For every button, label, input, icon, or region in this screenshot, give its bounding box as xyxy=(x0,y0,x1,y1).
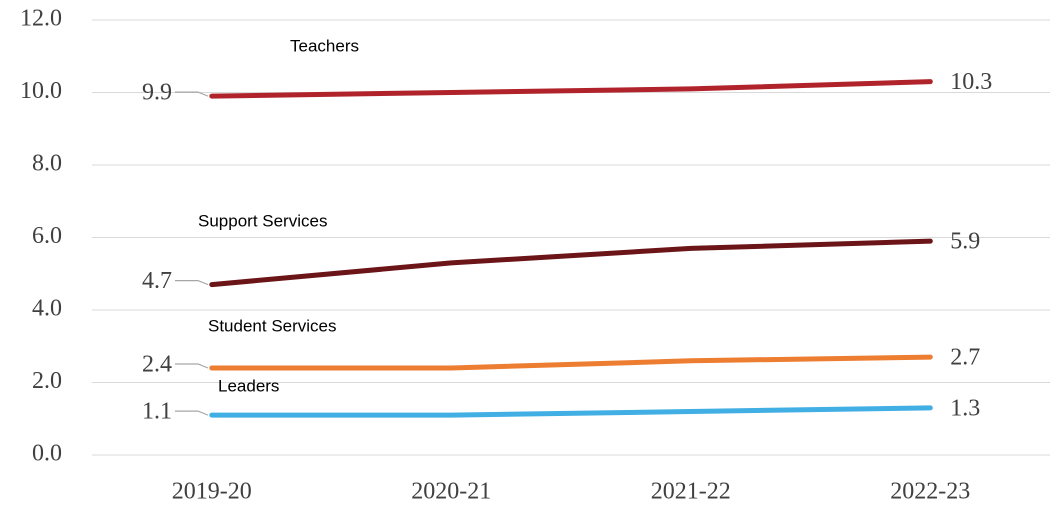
series-line xyxy=(209,405,933,418)
y-tick-label: 4.0 xyxy=(32,296,62,322)
data-label: 1.1 xyxy=(142,399,172,425)
data-label: 2.4 xyxy=(142,352,172,378)
data-label: 4.7 xyxy=(142,268,172,294)
data-label: 1.3 xyxy=(950,395,980,421)
leader-line xyxy=(175,363,209,369)
y-tick-label: 6.0 xyxy=(32,223,62,249)
data-label: 9.9 xyxy=(142,80,172,106)
x-tick-label: 2021-22 xyxy=(651,479,731,505)
series-label: Teachers xyxy=(290,36,359,55)
y-tick-label: 0.0 xyxy=(32,441,62,467)
series-label: Support Services xyxy=(198,211,327,230)
leader-line xyxy=(175,280,209,286)
series-label: Student Services xyxy=(208,316,337,335)
y-tick-label: 12.0 xyxy=(20,6,62,32)
series-line xyxy=(209,238,933,288)
data-label: 2.7 xyxy=(950,345,980,371)
x-tick-label: 2022-23 xyxy=(890,479,970,505)
series-line xyxy=(209,79,933,99)
y-tick-label: 10.0 xyxy=(20,78,62,104)
series-label: Leaders xyxy=(218,376,279,395)
leader-line xyxy=(175,91,209,97)
data-label: 10.3 xyxy=(950,69,992,95)
x-tick-label: 2019-20 xyxy=(172,479,252,505)
leader-line xyxy=(175,410,209,416)
y-tick-label: 2.0 xyxy=(32,368,62,394)
x-tick-label: 2020-21 xyxy=(411,479,491,505)
y-tick-label: 8.0 xyxy=(32,151,62,177)
data-label: 5.9 xyxy=(950,229,980,255)
series-line xyxy=(209,354,933,371)
